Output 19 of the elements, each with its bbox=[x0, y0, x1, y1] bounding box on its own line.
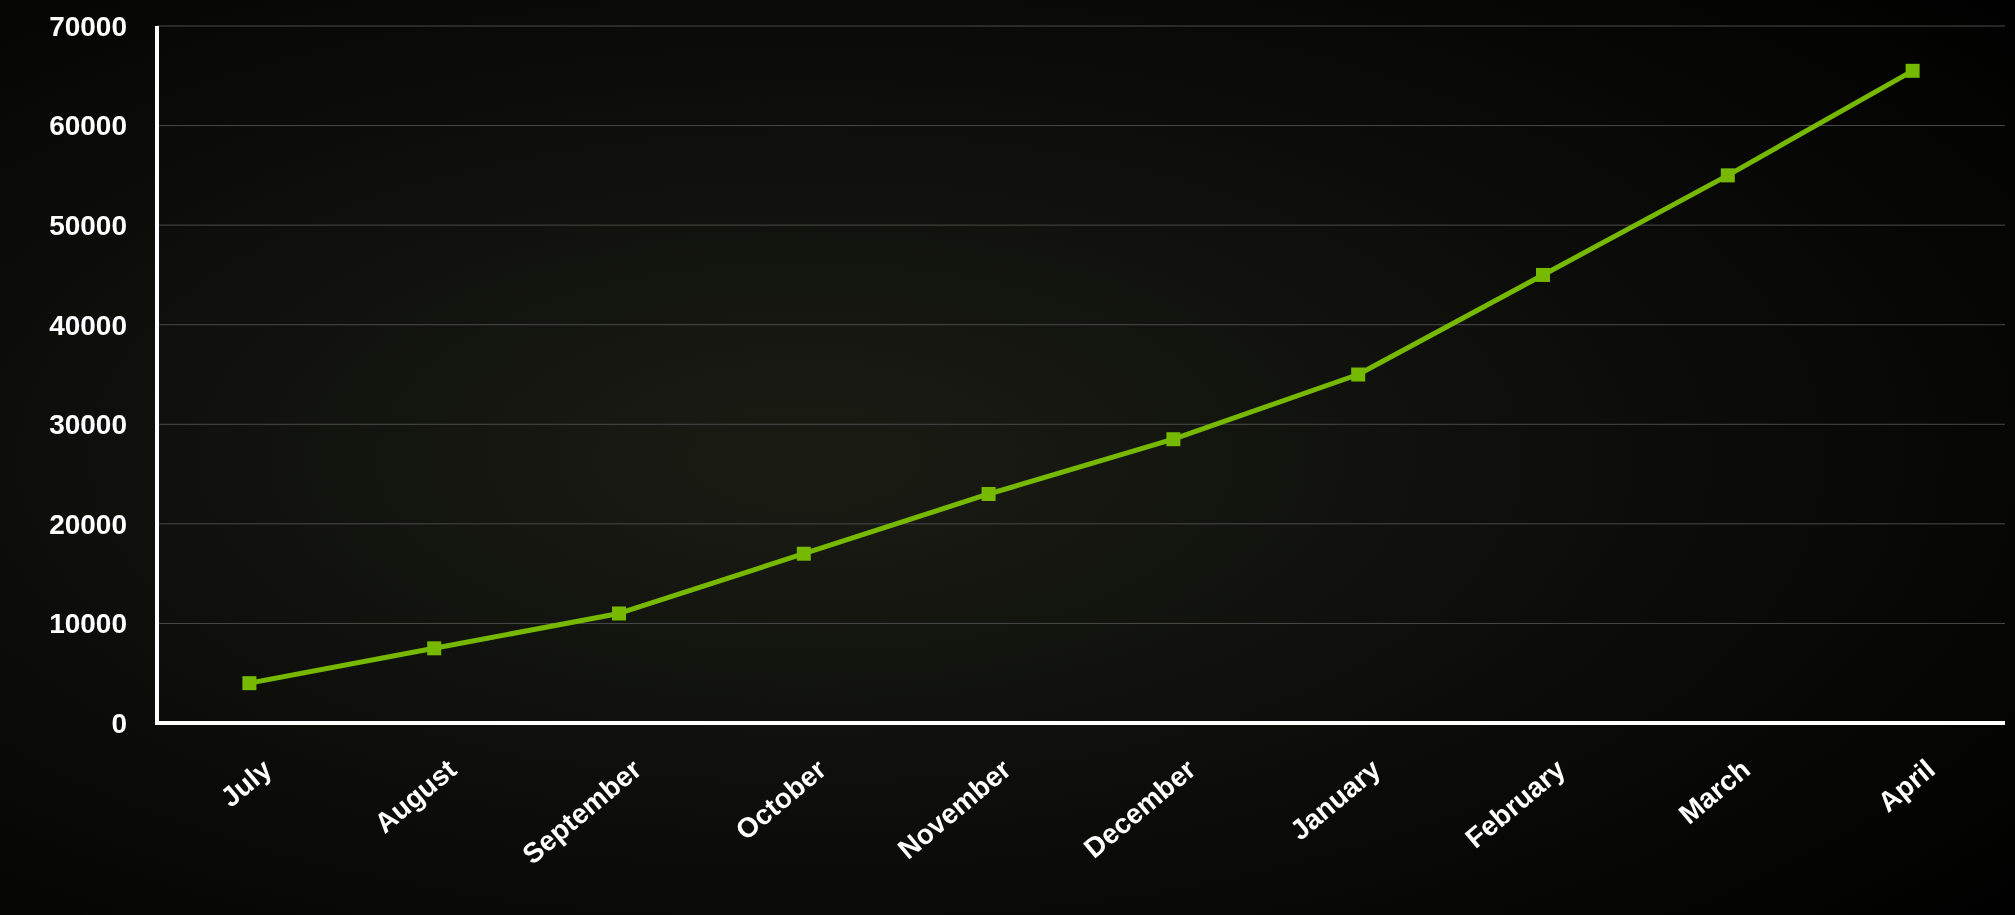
point bbox=[1905, 63, 1920, 78]
y-tick-label: 30000 bbox=[49, 409, 127, 441]
y-tick-label: 10000 bbox=[49, 608, 127, 640]
point bbox=[427, 641, 442, 656]
point bbox=[1351, 367, 1366, 382]
y-tick-label: 50000 bbox=[49, 209, 127, 241]
point bbox=[1536, 267, 1550, 282]
y-tick-label: 0 bbox=[111, 707, 127, 739]
point bbox=[1166, 432, 1181, 447]
y-tick-label: 60000 bbox=[49, 110, 127, 142]
point bbox=[1720, 168, 1735, 183]
y-tick-label: 70000 bbox=[49, 10, 127, 42]
y-tick-label: 20000 bbox=[49, 508, 127, 540]
point bbox=[242, 676, 257, 691]
x-tick-label: July bbox=[214, 753, 278, 814]
point bbox=[612, 606, 626, 621]
point bbox=[796, 546, 811, 561]
point bbox=[981, 486, 996, 501]
y-tick-label: 40000 bbox=[49, 309, 127, 341]
